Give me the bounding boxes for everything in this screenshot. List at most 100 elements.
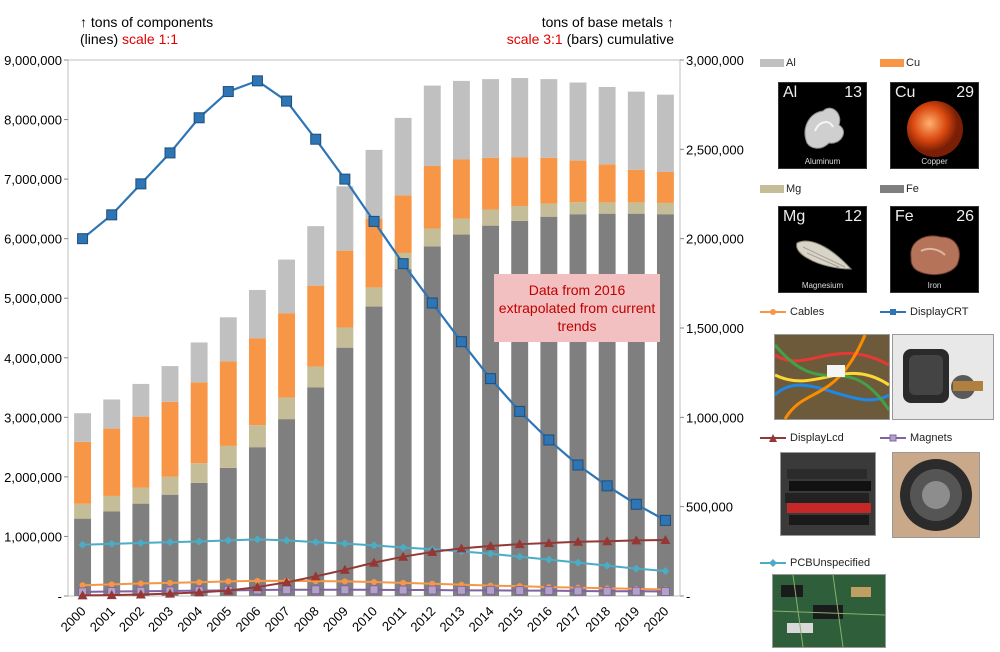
iron-sample-icon [910, 235, 960, 275]
pcb-photo-icon [773, 575, 885, 647]
point-pcbunspecified-2020 [661, 566, 670, 575]
left-axis-scale: scale 1:1 [122, 31, 179, 47]
right-axis-tick-label: 3,000,000 [686, 53, 744, 68]
point-displaycrt-2006 [251, 75, 263, 87]
point-displaycrt-2001 [106, 209, 118, 221]
right-axis-scale: scale 3:1 [506, 31, 563, 47]
bar-fe-2006 [248, 447, 266, 596]
left-axis-title: ↑ tons of components (lines) scale 1:1 [80, 14, 213, 48]
left-axis-tick-label: 7,000,000 [4, 172, 62, 187]
point-magnets-2016 [544, 586, 554, 596]
left-axis-tick-label: 5,000,000 [4, 291, 62, 306]
point-cables-2011 [400, 579, 407, 586]
point-magnets-2008 [311, 585, 321, 595]
x-axis-tick-label: 2003 [145, 604, 176, 635]
bar-mg-2002 [132, 487, 150, 504]
point-displaylcd-2015 [514, 539, 525, 549]
point-displaylcd-2003 [165, 588, 175, 598]
point-magnets-2017 [573, 586, 583, 596]
bar-cu-2003 [161, 401, 179, 477]
legend-displaylcd-swatch [760, 434, 786, 442]
point-displaylcd-2002 [135, 589, 146, 599]
point-displaylcd-2009 [339, 564, 350, 574]
bar-cu-2014 [482, 157, 500, 210]
point-displaylcd-2004 [194, 587, 205, 597]
bar-mg-2015 [511, 205, 529, 221]
bar-mg-2004 [190, 463, 208, 483]
legend-displaycrt: DisplayCRT [880, 306, 968, 318]
point-displaylcd-2012 [427, 546, 438, 556]
legend-pcb-swatch [760, 559, 786, 567]
point-pcbunspecified-2009 [340, 539, 349, 548]
point-displaylcd-2011 [398, 551, 409, 561]
point-displaylcd-2014 [485, 540, 496, 550]
aluminum-number: 13 [844, 84, 862, 101]
bar-al-2017 [569, 82, 587, 161]
magnesium-tile: Mg 12 Magnesium [778, 206, 867, 293]
bar-mg-2010 [365, 287, 383, 307]
point-magnets-2013 [456, 585, 466, 595]
point-pcbunspecified-2001 [107, 539, 116, 548]
right-axis-title: tons of base metals ↑ scale 3:1 (bars) c… [507, 14, 674, 48]
point-displaycrt-2017 [572, 459, 584, 471]
bar-cu-2013 [452, 159, 470, 219]
bar-al-2011 [394, 117, 412, 196]
bar-fe-2011 [394, 269, 412, 596]
right-axis-tick-label: 2,500,000 [686, 142, 744, 157]
bar-cu-2007 [278, 313, 296, 398]
bar-fe-2020 [656, 214, 674, 596]
point-displaycrt-2005 [222, 86, 234, 98]
bar-mg-2009 [336, 327, 354, 348]
bar-fe-2001 [103, 511, 121, 596]
right-axis-tick-label: 1,000,000 [686, 410, 744, 425]
point-displaylcd-2005 [223, 585, 234, 595]
point-magnets-2011 [398, 585, 408, 595]
aluminum-tile: Al 13 Aluminum [778, 82, 867, 169]
legend-cables: Cables [760, 306, 824, 318]
point-pcbunspecified-2000 [78, 540, 87, 549]
x-axis-tick-label: 2007 [262, 604, 293, 635]
bar-mg-2016 [540, 203, 558, 217]
bar-cu-2010 [365, 219, 383, 288]
point-displaycrt-2019 [630, 498, 642, 510]
copper-name: Copper [921, 157, 948, 166]
bar-mg-2007 [278, 397, 296, 420]
copper-tile: Cu 29 Copper [890, 82, 979, 169]
x-axis-tick-label: 2005 [203, 604, 234, 635]
point-pcbunspecified-2016 [544, 555, 553, 564]
bar-cu-2020 [656, 172, 674, 203]
bar-fe-2000 [74, 518, 92, 596]
point-magnets-2019 [631, 586, 641, 596]
right-axis-tick-label: 1,500,000 [686, 321, 744, 336]
bar-al-2015 [511, 78, 529, 158]
legend-al-label: Al [786, 57, 796, 69]
point-pcbunspecified-2014 [486, 549, 495, 558]
point-displaycrt-2014 [485, 373, 497, 385]
point-displaylcd-2008 [310, 571, 321, 581]
point-magnets-2015 [515, 586, 525, 596]
x-axis-tick-label: 2008 [291, 604, 322, 635]
bar-mg-2014 [482, 209, 500, 226]
bar-fe-2005 [219, 467, 237, 596]
point-displaycrt-2011 [397, 258, 409, 270]
legend-pcb-label: PCBUnspecified [790, 557, 871, 569]
point-pcbunspecified-2011 [399, 543, 408, 552]
point-displaycrt-2007 [281, 95, 293, 107]
legend-fe-swatch [880, 185, 904, 193]
point-displaycrt-2020 [659, 514, 671, 526]
point-displaylcd-2013 [456, 543, 467, 553]
bar-cu-2000 [74, 441, 92, 504]
right-axis-tick-label: 500,000 [686, 500, 733, 515]
point-displaylcd-2000 [77, 590, 88, 600]
point-pcbunspecified-2002 [136, 538, 145, 547]
point-cables-2012 [429, 580, 436, 587]
bar-al-2013 [452, 80, 470, 160]
bar-cu-2001 [103, 428, 121, 496]
legend-al: Al [760, 57, 796, 69]
point-displaycrt-2002 [135, 178, 147, 190]
copper-symbol: Cu [895, 84, 916, 101]
bar-cu-2011 [394, 195, 412, 253]
bar-al-2018 [598, 86, 616, 165]
left-axis-title-lines: (lines) [80, 31, 119, 47]
